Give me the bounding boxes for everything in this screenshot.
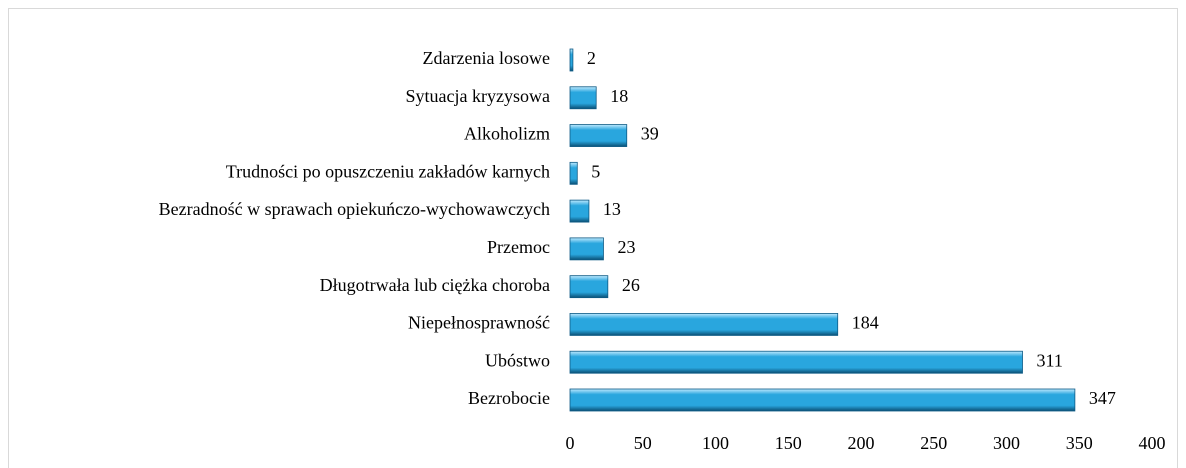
x-tick-label: 250 bbox=[920, 433, 947, 453]
x-tick-label: 300 bbox=[993, 433, 1020, 453]
y-tick-label: Zdarzenia losowe bbox=[423, 48, 550, 68]
y-tick-label: Przemoc bbox=[487, 237, 550, 257]
y-tick-label: Długotrwała lub ciężka choroba bbox=[320, 275, 550, 295]
y-tick-label: Niepełnosprawność bbox=[408, 313, 550, 333]
value-label: 39 bbox=[641, 124, 659, 144]
y-tick-label: Trudności po opuszczeniu zakładów karnyc… bbox=[226, 161, 550, 181]
y-tick-label: Bezradność w sprawach opiekuńczo-wychowa… bbox=[159, 199, 550, 219]
value-label: 18 bbox=[610, 86, 628, 106]
y-tick-label: Sytuacja kryzysowa bbox=[406, 86, 550, 106]
bar bbox=[569, 48, 574, 72]
x-tick-label: 350 bbox=[1066, 433, 1093, 453]
x-tick-label: 100 bbox=[702, 433, 729, 453]
bar bbox=[569, 275, 609, 299]
value-label: 23 bbox=[617, 237, 635, 257]
value-label: 5 bbox=[591, 161, 600, 181]
bar bbox=[569, 161, 578, 185]
bar bbox=[569, 237, 604, 261]
chart-frame bbox=[8, 8, 1178, 468]
x-tick-label: 0 bbox=[566, 433, 575, 453]
bar bbox=[569, 313, 839, 336]
value-label: 311 bbox=[1037, 350, 1063, 370]
x-tick-label: 50 bbox=[634, 433, 652, 453]
bar bbox=[569, 124, 628, 147]
bar bbox=[569, 199, 590, 223]
bar bbox=[569, 350, 1023, 374]
value-label: 26 bbox=[622, 275, 640, 295]
value-label: 13 bbox=[603, 199, 621, 219]
x-tick-label: 200 bbox=[848, 433, 875, 453]
value-label: 184 bbox=[852, 313, 879, 333]
y-tick-label: Alkoholizm bbox=[464, 124, 550, 144]
bar bbox=[569, 388, 1076, 412]
x-tick-label: 150 bbox=[775, 433, 802, 453]
bar bbox=[569, 86, 597, 110]
y-tick-label: Bezrobocie bbox=[468, 388, 550, 408]
y-tick-label: Ubóstwo bbox=[485, 350, 550, 370]
value-label: 2 bbox=[587, 48, 596, 68]
x-tick-label: 400 bbox=[1139, 433, 1166, 453]
value-label: 347 bbox=[1089, 388, 1116, 408]
